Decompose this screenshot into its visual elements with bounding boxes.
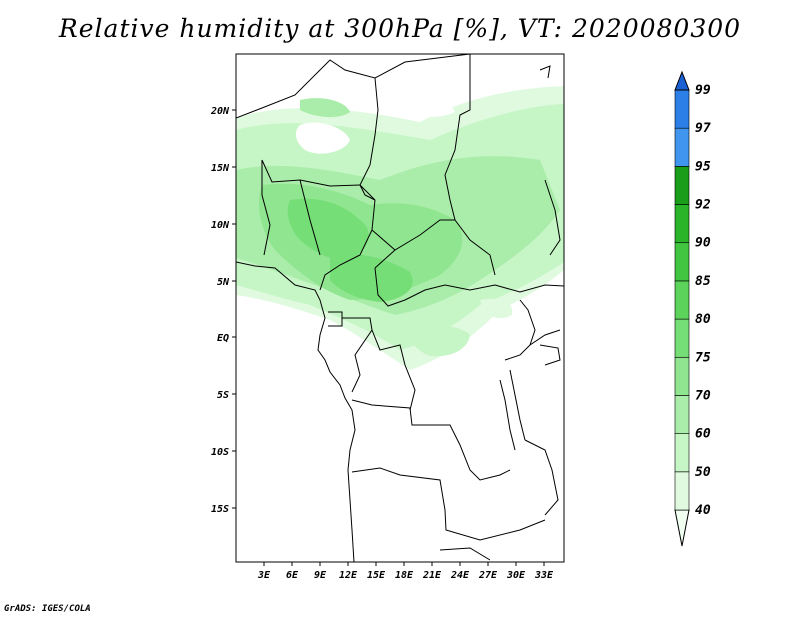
colorbar-bin bbox=[674, 89, 690, 129]
lon-tick-label: 27E bbox=[478, 570, 498, 581]
colorbar-level-label: 97 bbox=[695, 121, 711, 136]
map-frame bbox=[235, 53, 565, 563]
lat-tick-label: 10S bbox=[211, 447, 229, 458]
lon-tick-label: 6E bbox=[286, 570, 299, 581]
longitude-labels: 3E 6E 9E 12E 15E 18E 21E 24E 27E 30E 33E bbox=[257, 570, 554, 581]
colorbar-bin bbox=[674, 356, 690, 396]
colorbar-level-label: 75 bbox=[695, 350, 711, 365]
latitude-labels: 20N 15N 10N 5N EQ 5S 10S 15S bbox=[210, 106, 230, 515]
colorbar-bin bbox=[674, 471, 690, 511]
colorbar-bin bbox=[674, 166, 690, 205]
colorbar-level-label: 85 bbox=[695, 274, 711, 289]
lat-tick-label: 10N bbox=[211, 220, 230, 231]
colorbar-bin bbox=[674, 127, 690, 167]
lon-tick-label: 30E bbox=[506, 570, 526, 581]
colorbar-bin bbox=[674, 242, 690, 282]
colorbar-max-triangle bbox=[674, 70, 690, 91]
colorbar-bin bbox=[674, 433, 690, 473]
credit-text: GrADS: IGES/COLA bbox=[4, 604, 91, 614]
lon-tick-label: 18E bbox=[395, 570, 414, 581]
lat-tick-label: 15N bbox=[211, 163, 230, 174]
colorbar-level-label: 70 bbox=[695, 388, 711, 403]
lon-tick-label: 3E bbox=[257, 570, 271, 581]
lon-tick-label: 24E bbox=[450, 570, 470, 581]
colorbar-level-label: 80 bbox=[695, 312, 711, 327]
colorbar-bin bbox=[674, 204, 690, 244]
lat-tick-label: 20N bbox=[210, 106, 230, 117]
lat-tick-label: 15S bbox=[211, 504, 229, 515]
lon-tick-label: 15E bbox=[367, 570, 386, 581]
lon-tick-label: 21E bbox=[422, 570, 442, 581]
colorbar-level-label: 60 bbox=[695, 427, 711, 442]
colorbar-bin bbox=[674, 280, 690, 320]
lon-tick-label: 9E bbox=[314, 570, 327, 581]
colorbar-level-label: 99 bbox=[695, 83, 711, 98]
humidity-shading bbox=[236, 86, 564, 370]
colorbar-level-label: 50 bbox=[695, 465, 711, 480]
colorbar-level-label: 90 bbox=[695, 236, 711, 251]
lat-tick-label: 5S bbox=[217, 390, 229, 401]
colorbar-level-label: 40 bbox=[695, 503, 711, 518]
colorbar-bin bbox=[674, 395, 690, 434]
map-title: Relative humidity at 300hPa [%], VT: 202… bbox=[58, 14, 742, 43]
colorbar-bin bbox=[674, 318, 690, 358]
country-borders bbox=[236, 54, 564, 562]
lat-tick-label: 5N bbox=[217, 277, 230, 288]
colorbar-level-label: 92 bbox=[695, 198, 711, 213]
colorbar: 40 50 60 70 75 80 85 90 92 95 97 99 bbox=[674, 70, 711, 547]
lon-tick-label: 12E bbox=[339, 570, 358, 581]
lon-tick-label: 33E bbox=[534, 570, 554, 581]
lat-tick-label: EQ bbox=[217, 333, 229, 344]
colorbar-level-label: 95 bbox=[695, 159, 711, 174]
colorbar-min-triangle bbox=[674, 509, 690, 547]
